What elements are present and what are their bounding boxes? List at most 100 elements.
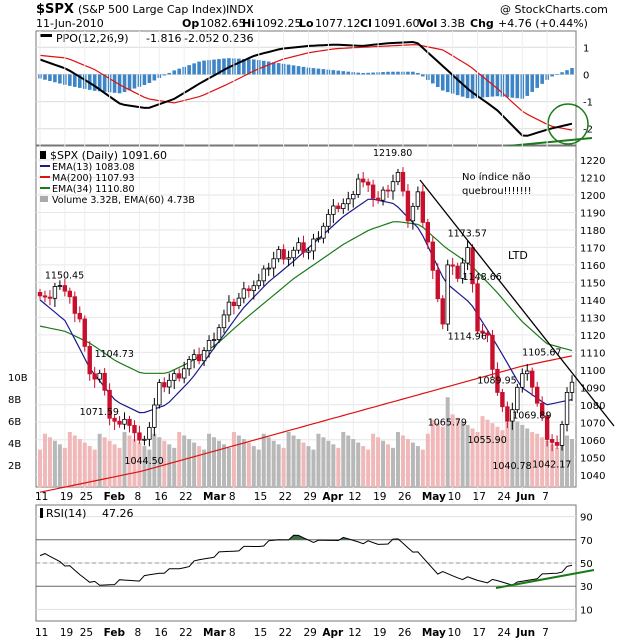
ppo-histogram-bar <box>366 72 370 75</box>
x-tick-label: 8 <box>229 627 236 639</box>
candle-body <box>365 181 371 186</box>
ppo-histogram-bar <box>127 74 132 91</box>
ppo-histogram-bar <box>217 59 221 75</box>
ppo-legend-value1: -1.816 <box>146 32 181 45</box>
volume-bar <box>286 432 291 487</box>
candle-body <box>375 197 381 201</box>
volume-bar <box>256 449 261 487</box>
x-tick-label: 24 <box>497 627 511 639</box>
candle-body <box>420 191 426 223</box>
ppo-histogram-bar <box>247 59 251 75</box>
ppo-histogram-bar <box>460 74 465 97</box>
ppo-histogram-bar <box>480 74 485 98</box>
price-tick-label: 1120 <box>580 331 605 342</box>
ema13-line <box>39 198 573 414</box>
volume-bar <box>485 419 490 487</box>
volume-bar <box>321 437 326 487</box>
x-tick-label: 26 <box>398 627 412 639</box>
ma200-line <box>39 355 573 493</box>
candle-body <box>301 242 306 253</box>
x-tick-label: 19 <box>373 627 386 639</box>
candle-body <box>430 241 435 271</box>
x-tick-label: 19 <box>60 491 73 503</box>
x-tick-label: 8 <box>134 627 141 639</box>
ppo-histogram-bar <box>92 74 97 91</box>
ppo-histogram-bar <box>276 63 281 75</box>
price-callout: 1065.79 <box>428 417 467 428</box>
volume-tick-label: 4B <box>8 439 21 450</box>
price-tick-label: 1100 <box>580 366 605 377</box>
candle-body <box>251 285 256 292</box>
volume-bar <box>415 446 420 487</box>
x-tick-label: 16 <box>154 627 168 639</box>
ppo-histogram-bar <box>490 74 495 97</box>
ppo-histogram-bar <box>197 61 201 75</box>
ppo-histogram-bar <box>48 74 52 82</box>
high-value: 1092.25 <box>256 17 302 30</box>
candle-body <box>351 194 356 200</box>
open-label: Op <box>182 17 199 30</box>
ppo-histogram-bar <box>212 59 216 75</box>
ppo-histogram-bar <box>291 65 296 75</box>
ppo-legend: PPO(12,26,9) -1.816 -2.052 0.236 <box>40 32 254 45</box>
candle-body <box>57 285 63 287</box>
volume-bar <box>395 432 400 487</box>
volume-legend-swatch <box>40 196 48 202</box>
ppo-histogram-bar <box>565 70 569 75</box>
candle-body <box>261 268 266 282</box>
ppo-histogram-bar <box>421 74 425 77</box>
volume-bar <box>490 423 495 487</box>
ppo-histogram-bar <box>162 74 167 76</box>
x-tick-label: 17 <box>473 627 486 639</box>
price-tick-label: 1210 <box>580 173 605 184</box>
price-callout: 1173.57 <box>448 228 487 239</box>
candle-body <box>549 439 555 443</box>
rsi-grid <box>36 516 576 610</box>
ppo-histogram-bar <box>371 72 375 75</box>
ltd-trendline <box>419 179 615 427</box>
volume-bar <box>157 437 162 487</box>
price-callout: 1042.17 <box>532 459 571 470</box>
volume-bar <box>480 416 485 487</box>
volume-bar <box>331 444 336 487</box>
candle-body <box>445 264 450 325</box>
volume-bar <box>311 449 316 487</box>
volume-bar <box>226 447 231 487</box>
volume-bar <box>565 435 570 487</box>
x-tick-label: 22 <box>179 627 192 639</box>
rsi-legend-swatch <box>40 508 43 518</box>
quote-date: 11-Jun-2010 <box>36 17 104 30</box>
candle-body <box>276 249 281 260</box>
candle-body <box>152 404 157 428</box>
low-label: Lo <box>299 17 314 30</box>
ppo-histogram-bar <box>391 71 395 75</box>
price-tick-label: 1180 <box>580 226 605 237</box>
candlesticks <box>37 167 575 452</box>
volume-bar <box>62 447 67 487</box>
ema34-line <box>39 221 573 374</box>
candle-body <box>236 297 242 307</box>
volume-bar <box>550 444 555 487</box>
volume-bar <box>356 442 361 487</box>
price-callout: 1104.73 <box>95 349 134 360</box>
volume-bar <box>341 432 346 487</box>
ppo-histogram-bar <box>242 58 246 75</box>
ppo-histogram-bar <box>331 70 336 75</box>
candle-body <box>42 295 48 298</box>
price-tick-label: 1070 <box>580 418 605 429</box>
candle-body <box>544 415 550 440</box>
candle-body <box>346 198 351 205</box>
candle-body <box>356 178 361 195</box>
rsi-x-axis: 11 19 25 Feb 8 16 22 Mar 8 15 22 29 Apr 12 19 26 May 10 17… <box>35 627 549 639</box>
x-tick-label: 26 <box>398 491 412 503</box>
volume-bar <box>500 430 505 487</box>
candle-body <box>122 418 127 425</box>
candle-body <box>211 339 217 341</box>
volume-bar <box>306 446 311 487</box>
candle-body <box>92 373 97 380</box>
candle-body <box>455 265 460 279</box>
volume-bar <box>326 440 331 487</box>
volume-bar <box>137 442 142 487</box>
candle-body <box>286 257 291 260</box>
candle-body <box>410 205 416 222</box>
